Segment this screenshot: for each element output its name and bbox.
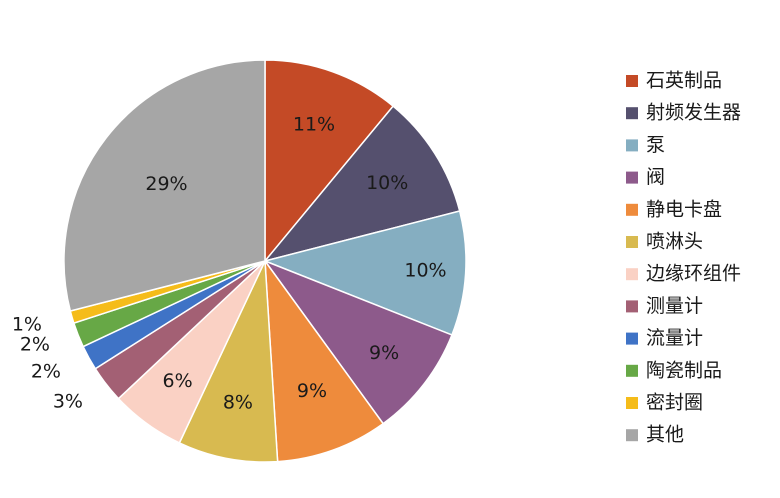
legend-label: 测量计 (646, 295, 703, 317)
pie-slice (63, 59, 266, 312)
legend-swatch (626, 171, 638, 184)
slice-label: 6% (163, 370, 193, 392)
legend-swatch (626, 236, 638, 248)
slice-label: 29% (145, 173, 187, 195)
slice-label: 10% (366, 172, 408, 194)
legend-swatch (626, 203, 638, 216)
slice-label: 11% (293, 113, 335, 135)
legend-swatch (626, 429, 638, 442)
slice-label: 3% (53, 391, 83, 413)
slice-label: 9% (369, 342, 399, 364)
legend-swatch (626, 364, 638, 377)
legend-label: 密封圈 (646, 392, 703, 414)
pie-slice (262, 210, 467, 336)
pie-slice (178, 260, 279, 463)
legend-label: 陶瓷制品 (646, 359, 722, 381)
legend-swatch (626, 268, 638, 281)
pie-slice (262, 105, 461, 263)
pie-slice (262, 259, 453, 425)
slice-labels: 11%10%10%9%9%8%6%3%2%2%1%29% (12, 113, 447, 413)
legend-swatch (626, 75, 638, 87)
legend-swatch (626, 300, 638, 313)
slice-label: 8% (223, 392, 253, 414)
pie-slice (264, 59, 395, 264)
pie-slices (63, 59, 467, 463)
legend-label: 泵 (646, 134, 665, 156)
legend-label: 静电卡盘 (646, 198, 722, 220)
legend-swatch (626, 107, 638, 120)
slice-label: 2% (20, 334, 50, 356)
legend-label: 喷淋头 (646, 231, 703, 253)
legend-swatch (626, 139, 638, 152)
slice-label: 9% (297, 380, 327, 402)
legend-label: 边缘环组件 (646, 263, 741, 285)
legend-swatch (626, 332, 638, 345)
slice-label: 2% (31, 361, 61, 383)
slice-label: 10% (404, 260, 446, 282)
legend-label: 流量计 (646, 327, 703, 349)
slice-label: 1% (12, 314, 42, 336)
legend-label: 射频发生器 (646, 102, 741, 124)
legend-label: 其他 (646, 424, 684, 446)
legend-swatch (626, 397, 638, 409)
pie-slice (264, 258, 385, 463)
legend-label: 石英制品 (646, 70, 722, 92)
legend-label: 阀 (646, 166, 665, 188)
